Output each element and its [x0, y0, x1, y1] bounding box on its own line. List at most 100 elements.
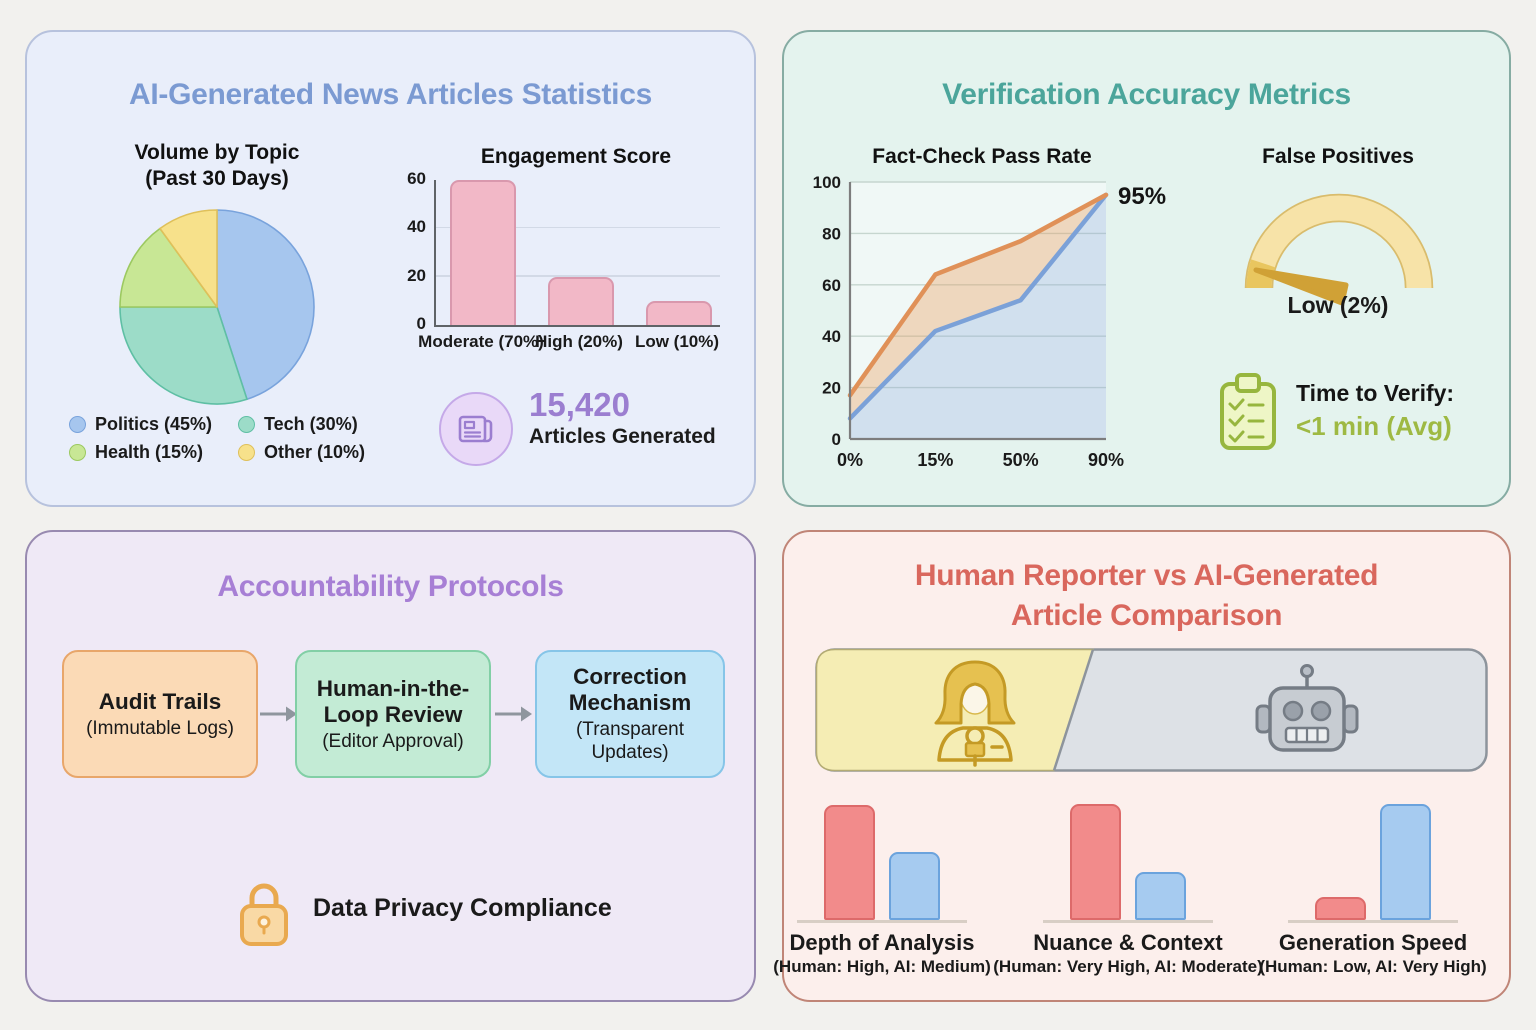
flow-step-subtitle: (Immutable Logs)	[86, 717, 234, 739]
ai-bar	[889, 851, 940, 920]
comparison-sublabel-row: (Human: High, AI: Medium)	[773, 956, 991, 978]
svg-text:50%: 50%	[1003, 450, 1039, 470]
comparison-group: Nuance & Context (Human: Very High, AI: M…	[993, 800, 1263, 978]
comparison-category-label: Depth of Analysis	[789, 930, 975, 955]
articles-stat-badge	[439, 392, 513, 466]
time-to-verify-value: <1 min (Avg)	[1296, 411, 1452, 441]
flow-step-title: Audit Trails	[98, 688, 222, 714]
svg-text:60: 60	[822, 276, 841, 295]
comparison-sublabel-row: (Human: Very High, AI: Moderate)	[993, 956, 1263, 978]
comparison-label-row: Nuance & Context	[1033, 923, 1222, 956]
flow-step-audit-trails: Audit Trails (Immutable Logs)	[62, 650, 258, 778]
factcheck-chart-title: Fact-Check Pass Rate	[872, 145, 1092, 168]
engagement-bar	[548, 276, 614, 325]
svg-text:80: 80	[822, 224, 841, 243]
y-tick-label: 40	[407, 217, 426, 237]
comparison-sublabel: (Human: High, AI: Medium)	[773, 957, 991, 976]
panel-accountability-protocols: Accountability Protocols Audit Trails (I…	[25, 530, 756, 1002]
panel-title: Accountability Protocols	[217, 570, 564, 603]
pie-legend: Politics (45%) Tech (30%) Health (15%) Othe…	[67, 414, 367, 463]
ai-bar	[1380, 804, 1431, 920]
legend-item: Other (10%)	[238, 442, 365, 463]
panel-title: AI-Generated News Articles Statistics	[129, 78, 652, 111]
engagement-bar	[450, 180, 516, 325]
privacy-compliance-label: Data Privacy Compliance	[313, 894, 612, 922]
human-bar	[1315, 896, 1366, 920]
svg-text:0%: 0%	[837, 450, 863, 470]
arrow-right-icon	[260, 706, 297, 722]
comparison-bar-area	[1288, 800, 1458, 923]
comparison-category-label: Nuance & Context	[1033, 930, 1223, 955]
legend-label: Politics (45%)	[94, 414, 212, 434]
panel-human-vs-ai-comparison: Human Reporter vs AI-Generated Article C…	[773, 530, 1511, 1002]
x-tick-label: High (20%)	[535, 332, 623, 351]
gauge-value-label: Low (2%)	[1287, 292, 1389, 318]
panel-verification-metrics: Verification Accuracy Metrics Fact-Check…	[782, 30, 1511, 507]
svg-text:15%: 15%	[917, 450, 953, 470]
comparison-sublabel: (Human: Low, AI: Very High)	[1259, 957, 1487, 976]
comparison-category-label: Generation Speed	[1278, 930, 1468, 955]
legend-swatch	[238, 444, 255, 461]
engagement-chart-title: Engagement Score	[480, 145, 672, 168]
svg-text:0: 0	[832, 430, 841, 449]
pie-slice	[159, 209, 218, 308]
flow-step-title: Correction Mechanism	[568, 664, 692, 715]
comparison-bar-area	[1043, 800, 1213, 923]
topic-pie-chart	[119, 209, 315, 405]
svg-text:90%: 90%	[1088, 450, 1124, 470]
pie-slice	[119, 227, 218, 308]
pie-chart-title: Volume by Topic (Past 30 Days)	[134, 141, 300, 190]
human-bar	[1070, 804, 1121, 920]
articles-count-label: Articles Generated	[529, 425, 716, 448]
flow-step-human-review: Human-in-the-Loop Review (Editor Approva…	[295, 650, 491, 778]
legend-swatch	[68, 416, 86, 433]
y-tick-label: 60	[407, 169, 426, 188]
pie-slice	[216, 209, 315, 401]
peak-value-label: 95%	[1118, 183, 1166, 210]
engagement-y-axis: 0 20 40 60	[386, 169, 426, 333]
time-to-verify-label: Time to Verify:	[1296, 380, 1455, 406]
comparison-sublabel-row: (Human: Low, AI: Very High)	[1259, 956, 1486, 978]
legend-label: Other (10%)	[264, 442, 366, 462]
false-positives-gauge	[1244, 193, 1434, 306]
legend-label: Health (15%)	[94, 442, 203, 462]
engagement-x-labels: Moderate (70%) High (20%) Low (10%)	[418, 332, 720, 356]
gauge-low-segment	[1246, 259, 1276, 289]
articles-count: 15,420	[529, 386, 630, 423]
comparison-bar-area	[797, 800, 967, 923]
comparison-sublabel: (Human: Very High, AI: Moderate)	[993, 957, 1263, 976]
svg-text:100: 100	[813, 173, 841, 192]
comparison-label-row: Generation Speed	[1279, 923, 1467, 956]
svg-text:20: 20	[822, 379, 841, 398]
legend-swatch	[238, 416, 255, 433]
legend-swatch	[68, 444, 86, 461]
engagement-plot	[434, 180, 720, 327]
pie-slice	[119, 306, 248, 405]
articles-stat: 15,420 Articles Generated	[529, 387, 749, 451]
x-tick-label: Low (10%)	[634, 332, 720, 351]
ai-bar	[1135, 872, 1186, 920]
legend-item: Politics (45%)	[68, 414, 212, 435]
y-tick-label: 20	[407, 265, 426, 285]
engagement-bar	[646, 300, 712, 325]
gridline	[436, 226, 720, 229]
legend-item: Health (15%)	[68, 442, 212, 463]
newspaper-icon	[458, 415, 493, 443]
flow-step-subtitle: (Editor Approval)	[322, 730, 464, 752]
comparison-group: Depth of Analysis (Human: High, AI: Mediu…	[773, 800, 991, 978]
lock-icon	[240, 883, 288, 946]
gauge-needle	[1253, 267, 1349, 306]
human-vs-ai-banner	[815, 648, 1488, 772]
gauge-title: False Positives	[1262, 145, 1414, 168]
panel-ai-news-statistics: AI-Generated News Articles Statistics Vo…	[25, 30, 756, 507]
legend-label: Tech (30%)	[264, 414, 358, 434]
arrow-right-icon	[495, 706, 532, 722]
comparison-label-row: Depth of Analysis	[790, 923, 975, 956]
legend-item: Tech (30%)	[238, 414, 365, 435]
comparison-group: Generation Speed (Human: Low, AI: Very Hi…	[1259, 800, 1487, 978]
time-to-verify: Time to Verify: <1 min (Avg)	[1296, 380, 1506, 442]
gridline	[436, 275, 720, 277]
flow-step-correction-mechanism: Correction Mechanism (Transparent Update…	[535, 650, 725, 778]
panel-title: Human Reporter vs AI-Generated Article C…	[914, 559, 1379, 632]
checklist-clipboard-icon	[1220, 373, 1276, 450]
